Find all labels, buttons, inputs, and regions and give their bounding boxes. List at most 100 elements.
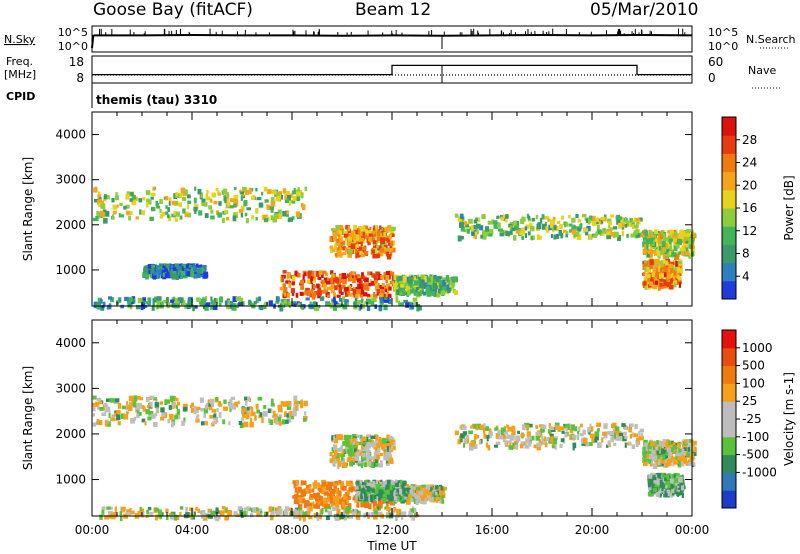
power-cell bbox=[360, 290, 365, 296]
velocity-cell bbox=[404, 487, 409, 492]
power-cell bbox=[407, 279, 412, 284]
velocity-cell bbox=[691, 440, 697, 446]
velocity-cell bbox=[252, 507, 257, 513]
power-cell bbox=[159, 208, 162, 213]
power-cell bbox=[665, 244, 668, 249]
velocity-cell bbox=[665, 483, 668, 489]
velocity-cell bbox=[631, 444, 635, 449]
velocity-cell bbox=[578, 426, 581, 432]
power-cell bbox=[315, 270, 319, 277]
velocity-cell bbox=[639, 435, 644, 441]
power-cell bbox=[683, 242, 688, 246]
velocity-cell bbox=[293, 395, 298, 401]
power-cell bbox=[671, 269, 676, 273]
velocity-cell bbox=[263, 405, 267, 409]
power-cell bbox=[631, 222, 635, 227]
power-cell bbox=[442, 287, 446, 293]
power-cell bbox=[662, 259, 666, 264]
velocity-cell bbox=[385, 512, 389, 517]
power-cell bbox=[194, 210, 197, 214]
velocity-cell bbox=[200, 421, 205, 426]
power-cell bbox=[409, 303, 414, 310]
power-cell bbox=[132, 194, 136, 201]
velocity-cell bbox=[647, 491, 652, 497]
power-cell bbox=[166, 263, 170, 269]
velocity-cell bbox=[201, 509, 206, 516]
power-cell bbox=[668, 265, 672, 272]
velocity-cell bbox=[667, 492, 671, 497]
velocity-cell bbox=[386, 446, 389, 452]
power-cell bbox=[137, 297, 143, 304]
power-cell bbox=[292, 195, 297, 202]
velocity-cell bbox=[688, 439, 693, 444]
velocity-cell bbox=[238, 421, 243, 425]
power-cell bbox=[331, 273, 336, 278]
power-cell bbox=[176, 274, 179, 280]
power-cell bbox=[377, 245, 382, 251]
velocity-cell bbox=[520, 433, 525, 438]
velocity-cell bbox=[357, 510, 361, 517]
velocity-cell bbox=[344, 434, 349, 441]
velocity-cell bbox=[434, 492, 438, 496]
velocity-cell bbox=[355, 494, 360, 498]
velocity-cell bbox=[352, 458, 355, 463]
velocity-cell bbox=[671, 458, 676, 463]
power-cell bbox=[643, 235, 649, 239]
power-cell bbox=[383, 248, 388, 254]
velocity-cell bbox=[648, 447, 653, 452]
velocity-cell bbox=[338, 499, 342, 505]
velocity-cell bbox=[671, 440, 674, 445]
velocity-cell bbox=[343, 494, 346, 498]
velocity-cell bbox=[110, 506, 113, 510]
power-cell bbox=[582, 213, 587, 218]
velocity-cell bbox=[361, 463, 364, 469]
power-cell bbox=[347, 225, 350, 232]
velocity-cell bbox=[139, 397, 144, 401]
velocity-cell bbox=[395, 482, 398, 487]
power-cell bbox=[442, 277, 447, 282]
power-cell bbox=[304, 290, 307, 295]
power-cell bbox=[241, 194, 246, 199]
power-cell bbox=[213, 201, 218, 205]
power-cell bbox=[604, 214, 607, 219]
power-cell bbox=[153, 271, 158, 276]
power-cell bbox=[600, 217, 605, 221]
power-cell bbox=[418, 277, 423, 283]
velocity-cell bbox=[334, 458, 338, 463]
velocity-cell bbox=[626, 442, 631, 446]
velocity-cell bbox=[138, 403, 143, 409]
power-cell bbox=[286, 194, 291, 201]
velocity-cell bbox=[321, 481, 326, 487]
velocity-cell bbox=[592, 438, 598, 443]
power-cell bbox=[340, 242, 343, 246]
velocity-cell bbox=[255, 403, 259, 410]
velocity-cell bbox=[676, 450, 682, 456]
velocity-cell bbox=[159, 401, 164, 405]
power-cell bbox=[181, 299, 184, 306]
power-cell bbox=[478, 217, 481, 223]
velocity-cell bbox=[384, 453, 389, 458]
power-cell bbox=[670, 261, 675, 266]
power-cell bbox=[654, 261, 660, 267]
power-cell bbox=[426, 277, 429, 282]
power-cell bbox=[369, 226, 372, 230]
velocity-cell bbox=[211, 422, 215, 427]
power-cell bbox=[266, 189, 272, 195]
velocity-cell bbox=[440, 486, 444, 491]
power-cell bbox=[559, 224, 563, 230]
velocity-cell bbox=[375, 435, 379, 441]
power-cell bbox=[390, 233, 395, 237]
velocity-cell bbox=[670, 447, 674, 452]
power-cell bbox=[342, 251, 347, 256]
velocity-cell bbox=[487, 444, 491, 451]
velocity-cell bbox=[500, 430, 504, 436]
power-cell bbox=[336, 238, 340, 243]
velocity-cell bbox=[333, 485, 337, 492]
velocity-cell bbox=[92, 413, 95, 417]
power-cell bbox=[287, 301, 291, 306]
velocity-cell bbox=[334, 453, 337, 458]
power-cell bbox=[372, 230, 376, 235]
power-cell bbox=[589, 215, 593, 221]
power-cell bbox=[677, 239, 683, 245]
power-cell bbox=[606, 235, 612, 240]
